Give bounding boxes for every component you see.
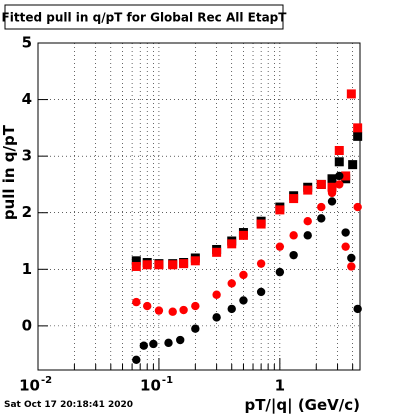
marker [131, 256, 141, 266]
marker [132, 297, 141, 307]
marker [238, 230, 248, 240]
marker [289, 194, 299, 204]
marker [347, 262, 356, 271]
marker [227, 304, 236, 314]
marker [353, 304, 362, 314]
marker [341, 228, 350, 237]
marker [227, 279, 236, 288]
marker [335, 171, 344, 181]
x-tick-label: 10 [19, 377, 40, 395]
y-tick-label: 2 [22, 203, 32, 221]
marker [149, 339, 158, 349]
marker [168, 307, 177, 316]
title-box [4, 4, 284, 30]
marker [275, 267, 285, 277]
marker [334, 157, 344, 167]
marker [275, 205, 285, 215]
marker [212, 247, 222, 257]
marker [353, 123, 363, 133]
marker [335, 180, 344, 189]
marker [334, 145, 344, 155]
marker [132, 355, 141, 365]
x-tick-exponent: -1 [162, 375, 173, 386]
marker [275, 242, 285, 251]
chart-title: Fitted pull in q/pT for Global Rec All E… [2, 11, 288, 25]
y-tick-label: 1 [22, 260, 32, 278]
marker [353, 131, 363, 141]
marker [317, 214, 326, 223]
marker [256, 287, 266, 297]
marker [227, 239, 237, 249]
marker [353, 202, 362, 212]
marker [142, 260, 152, 270]
marker [168, 260, 178, 270]
marker [176, 335, 185, 345]
x-tick-exponent: -2 [41, 375, 52, 386]
marker [190, 256, 200, 266]
y-tick-label: 3 [22, 147, 32, 165]
marker [347, 253, 356, 263]
marker [303, 217, 312, 226]
footer: Sat Oct 17 20:18:41 2020 [4, 400, 133, 410]
marker [179, 305, 188, 315]
marker [303, 231, 312, 240]
marker [303, 185, 313, 195]
marker [256, 219, 266, 229]
marker [348, 160, 358, 170]
marker [341, 242, 350, 251]
marker [212, 290, 221, 299]
y-tick-label: 5 [22, 34, 32, 52]
marker [256, 259, 266, 268]
marker [239, 270, 248, 280]
marker [164, 338, 173, 348]
marker [154, 260, 164, 270]
marker [139, 341, 149, 350]
x-axis-label: pT/|q| (GeV/c) [244, 396, 360, 414]
marker [191, 324, 200, 333]
x-tick-label: 1 [275, 377, 285, 395]
x-tick-label: 10 [140, 377, 161, 395]
marker [143, 301, 152, 311]
marker [212, 313, 221, 322]
marker [327, 188, 337, 198]
y-tick-label: 4 [22, 90, 32, 108]
marker [327, 174, 337, 184]
marker [239, 296, 248, 305]
marker [154, 306, 164, 315]
marker [327, 197, 337, 206]
marker [346, 89, 356, 99]
y-tick-label: 0 [22, 316, 32, 334]
marker [327, 182, 337, 192]
marker [289, 231, 298, 240]
marker [316, 179, 326, 189]
y-axis-label: pull in q/pT [0, 124, 18, 220]
marker [289, 250, 298, 260]
marker [191, 301, 200, 311]
marker [179, 259, 189, 269]
marker [317, 202, 326, 212]
marker [131, 261, 141, 271]
marker [341, 171, 351, 181]
